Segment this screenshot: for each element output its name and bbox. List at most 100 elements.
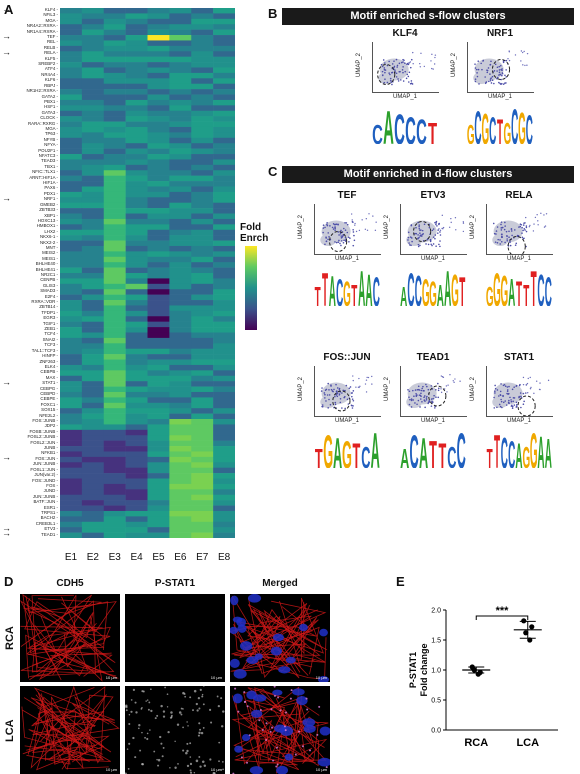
heatmap-cell bbox=[169, 72, 192, 79]
heatmap-cell bbox=[125, 370, 148, 377]
heatmap-cell bbox=[103, 126, 126, 133]
heatmap-cell bbox=[191, 116, 214, 122]
heatmap-row-label: JUN(var.2) - bbox=[34, 472, 58, 478]
heatmap-cell bbox=[81, 202, 105, 209]
heatmap-row-label: NKX2-2 - bbox=[39, 239, 58, 245]
heatmap-cell bbox=[147, 473, 170, 479]
heatmap-cell bbox=[125, 494, 148, 501]
heatmap-cell bbox=[147, 224, 170, 231]
heatmap-cell bbox=[213, 170, 235, 176]
heatmap-cell bbox=[213, 18, 235, 25]
heatmap-cell bbox=[125, 208, 148, 214]
heatmap-cell bbox=[81, 354, 105, 360]
heatmap-cell bbox=[213, 289, 235, 295]
heatmap-cell bbox=[147, 516, 170, 523]
heatmap-cell bbox=[169, 121, 192, 128]
svg-text:T: T bbox=[531, 268, 537, 306]
heatmap-cell bbox=[125, 456, 148, 463]
heatmap-cell bbox=[213, 354, 235, 360]
heatmap-row-label: NR4A2::RXRA - bbox=[26, 23, 58, 29]
heatmap-cell bbox=[191, 29, 214, 36]
heatmap-cell bbox=[147, 164, 170, 171]
svg-text:C: C bbox=[447, 441, 456, 468]
data-point bbox=[471, 667, 477, 673]
svg-text:T: T bbox=[516, 276, 522, 306]
heatmap-cell bbox=[60, 137, 83, 144]
umap-ylabel: UMAP_2 bbox=[356, 52, 362, 77]
heatmap-cell bbox=[103, 451, 126, 458]
heatmap-cell bbox=[125, 132, 148, 139]
heatmap-cell bbox=[169, 505, 192, 512]
heatmap bbox=[60, 8, 235, 538]
heatmap-cell bbox=[213, 24, 235, 30]
heatmap-cell bbox=[60, 148, 83, 155]
heatmap-cell bbox=[125, 413, 148, 420]
heatmap-row-label: RELB - bbox=[43, 44, 58, 50]
heatmap-cell bbox=[213, 235, 235, 241]
heatmap-cell bbox=[213, 278, 235, 285]
svg-text:A: A bbox=[333, 430, 342, 468]
heatmap-cell bbox=[103, 278, 126, 285]
heatmap-cell bbox=[191, 446, 214, 452]
heatmap-cell bbox=[60, 408, 83, 414]
heatmap-cell bbox=[213, 429, 235, 436]
heatmap-cell bbox=[169, 197, 192, 203]
heatmap-cell bbox=[103, 397, 126, 404]
umap-plot bbox=[486, 204, 553, 257]
heatmap-cell bbox=[125, 83, 148, 90]
heatmap-cell bbox=[81, 62, 105, 68]
data-point bbox=[475, 671, 481, 677]
heatmap-cell bbox=[103, 110, 126, 117]
heatmap-cell bbox=[60, 186, 83, 193]
heatmap-cell bbox=[147, 370, 170, 377]
svg-text:C: C bbox=[416, 113, 427, 144]
heatmap-cell bbox=[81, 197, 105, 203]
heatmap-cell bbox=[103, 532, 126, 538]
heatmap-cell bbox=[169, 273, 192, 279]
heatmap-cell bbox=[169, 408, 192, 414]
heatmap-cell bbox=[125, 29, 148, 36]
heatmap-cell bbox=[169, 489, 192, 496]
heatmap-cell bbox=[60, 235, 83, 241]
heatmap-cell bbox=[125, 110, 148, 117]
heatmap-cell bbox=[191, 429, 214, 436]
heatmap-row-label: SNAI2 - bbox=[42, 336, 58, 342]
heatmap-column-label: E6 bbox=[174, 552, 187, 563]
heatmap-cell bbox=[125, 289, 148, 295]
heatmap-row-label: TEAD3 - bbox=[41, 158, 58, 164]
heatmap-row-label: CEBPE - bbox=[40, 396, 58, 402]
umap-plot bbox=[400, 366, 467, 417]
heatmap-cell bbox=[191, 137, 214, 144]
heatmap-cell bbox=[81, 143, 105, 149]
heatmap-cell bbox=[213, 13, 235, 20]
heatmap-cell bbox=[169, 348, 192, 355]
heatmap-cell bbox=[169, 429, 192, 436]
heatmap-cell bbox=[60, 245, 83, 252]
heatmap-cell bbox=[125, 105, 148, 112]
heatmap-cell bbox=[60, 29, 83, 36]
heatmap-cell bbox=[125, 273, 148, 279]
heatmap-cell bbox=[147, 24, 170, 30]
heatmap-cell bbox=[213, 262, 235, 268]
heatmap-cell bbox=[125, 99, 148, 106]
heatmap-cell bbox=[81, 191, 105, 198]
heatmap-cell bbox=[191, 424, 214, 431]
heatmap-cell bbox=[60, 489, 83, 496]
heatmap-cell bbox=[191, 327, 214, 333]
heatmap-cell bbox=[125, 40, 148, 47]
heatmap-cell bbox=[81, 370, 105, 377]
svg-text:A: A bbox=[400, 282, 407, 306]
heatmap-cell bbox=[60, 451, 83, 458]
heatmap-cell bbox=[191, 235, 214, 241]
heatmap-cell bbox=[103, 440, 126, 447]
panel-c-label: C bbox=[268, 164, 278, 179]
heatmap-cell bbox=[103, 13, 126, 20]
heatmap-cell bbox=[125, 478, 148, 485]
microscopy-image: 10 µm bbox=[20, 594, 120, 682]
heatmap-cell bbox=[60, 310, 83, 317]
heatmap-cell bbox=[213, 197, 235, 203]
svg-text:G: G bbox=[323, 430, 333, 468]
